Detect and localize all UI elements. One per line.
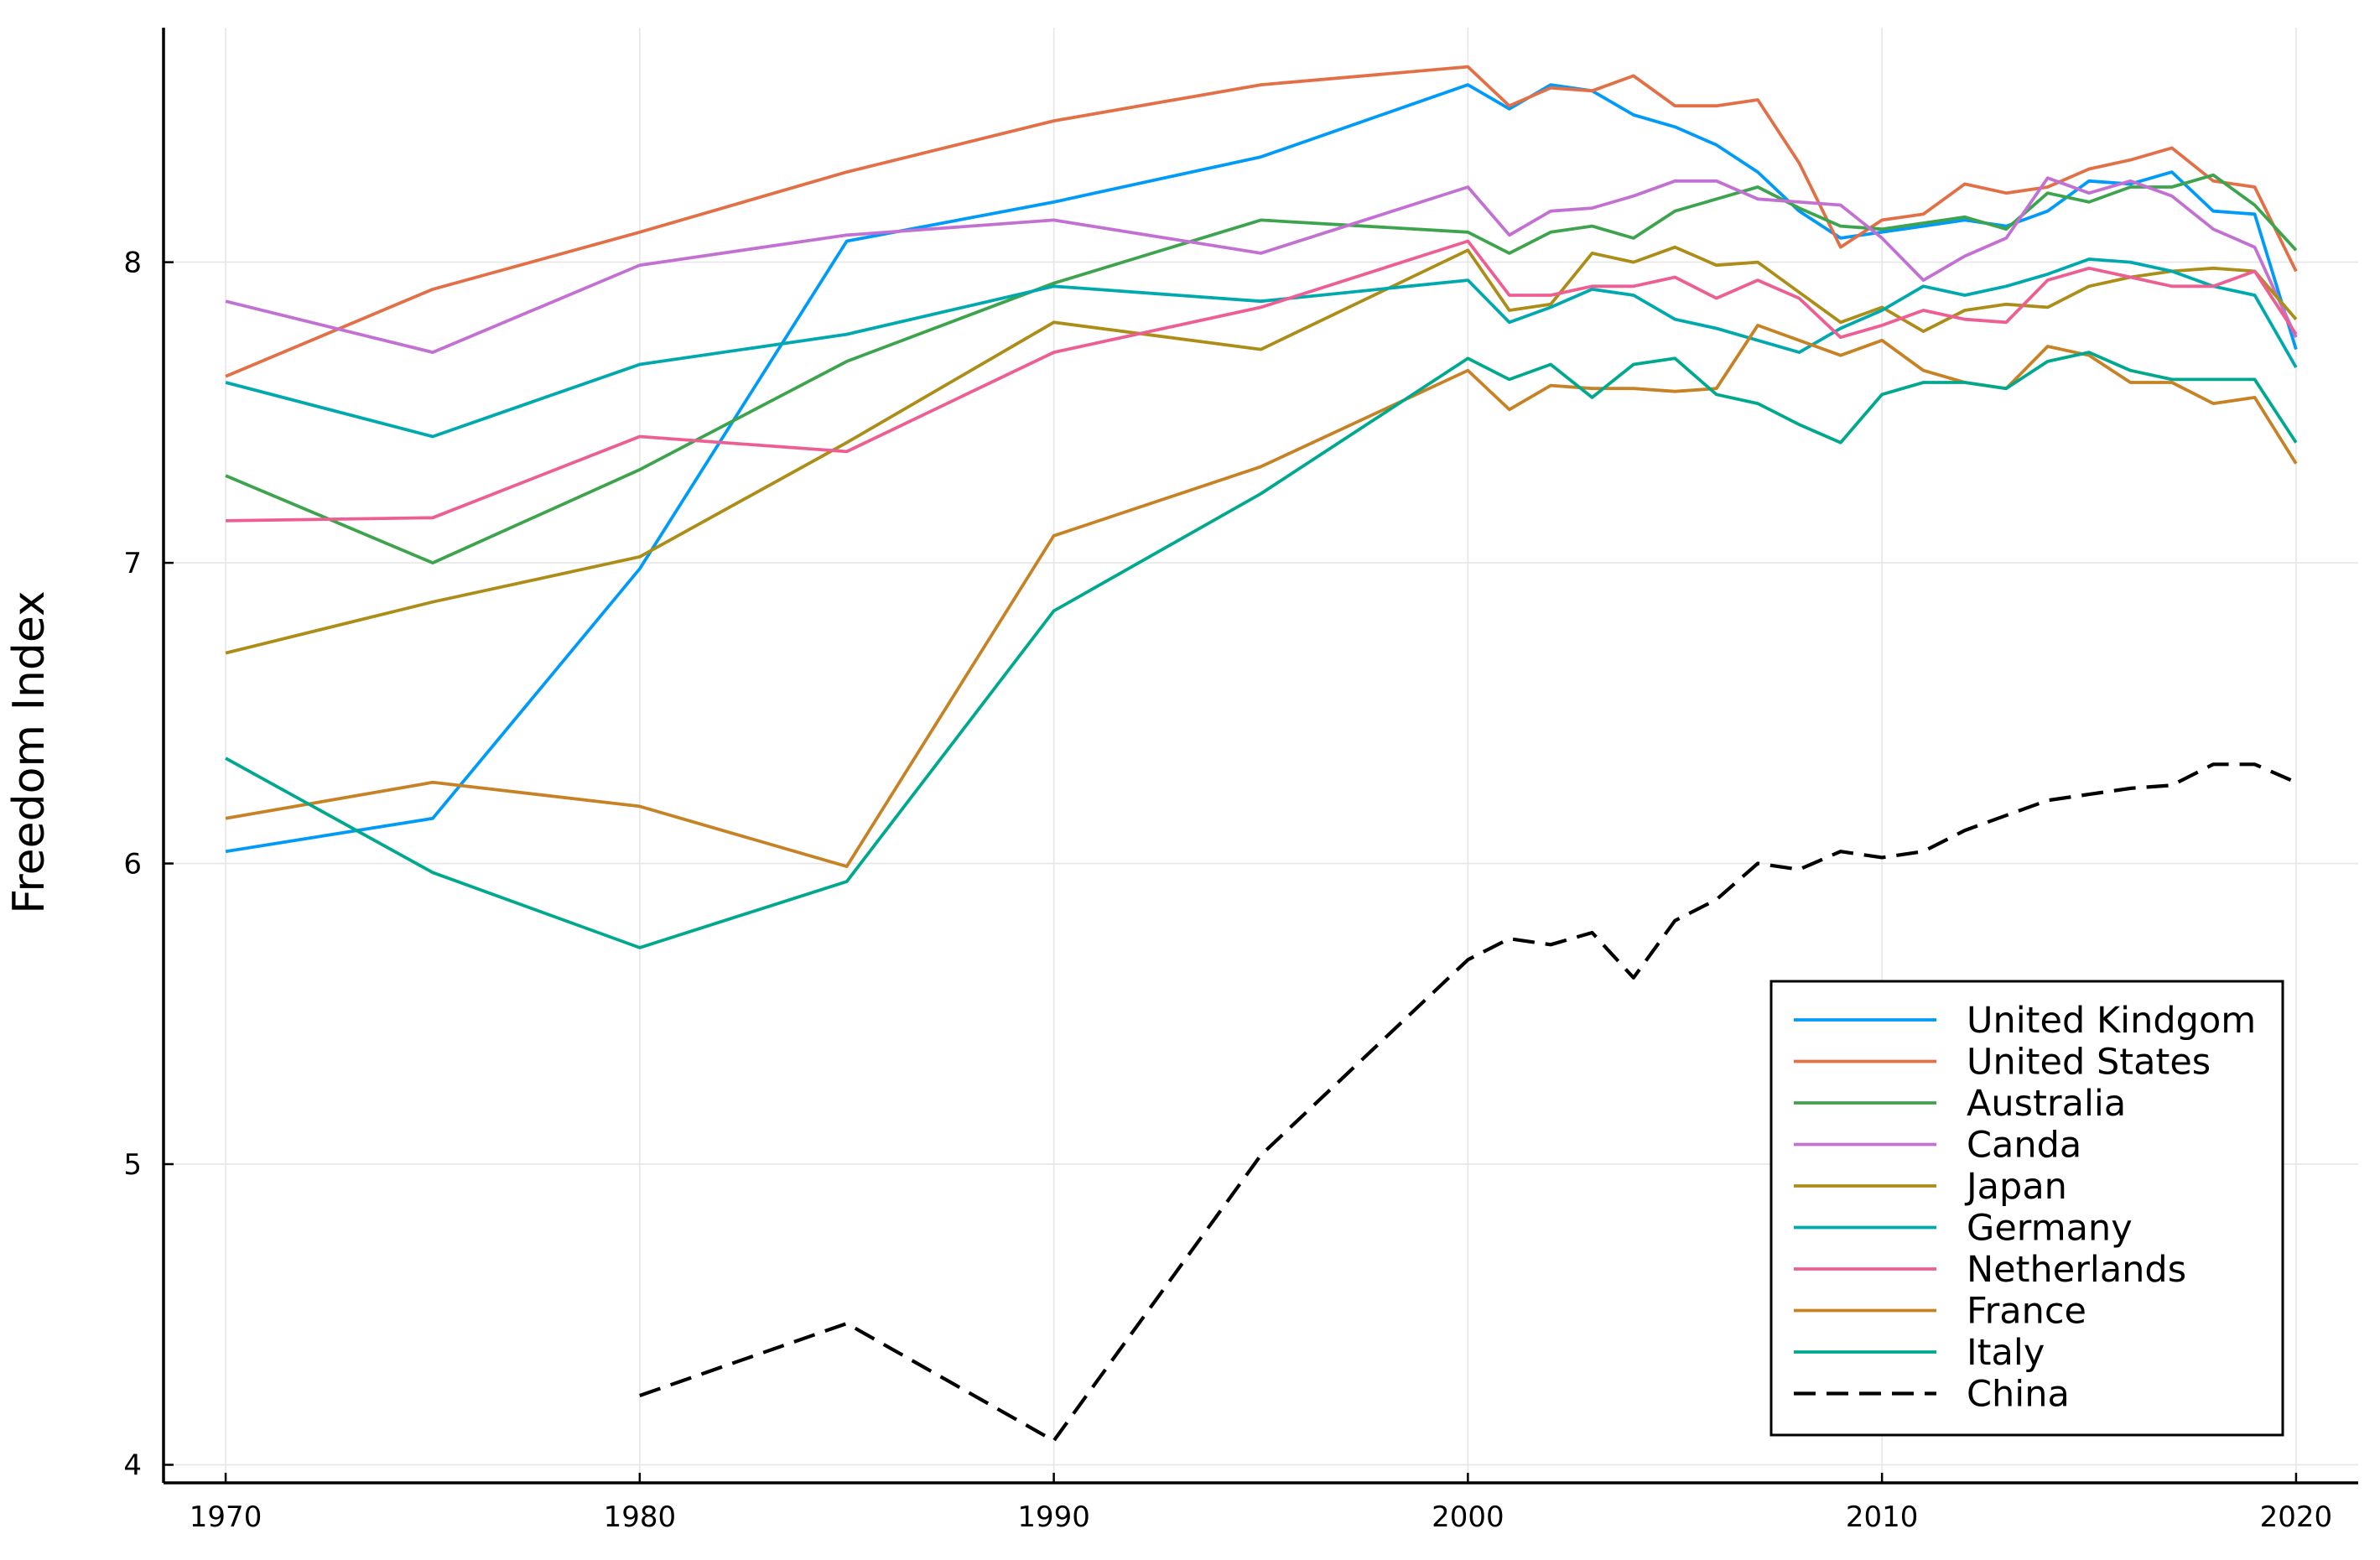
x-tick-label-1990: 1990 <box>1017 1500 1090 1534</box>
x-tick-label-1970: 1970 <box>190 1500 262 1534</box>
legend-box <box>1769 980 2284 1437</box>
series-line-australia <box>225 173 2298 564</box>
series-lines <box>225 65 2298 1443</box>
x-axis-ticks: 1970 1980 1990 2000 2010 2020 <box>190 1473 2332 1534</box>
series-line-netherlands <box>226 239 2298 523</box>
legend-label-canda: Canda <box>1967 1125 2081 1167</box>
y-tick-label-8: 8 <box>123 247 142 280</box>
series-line-united-states <box>225 65 2298 378</box>
series-line-china <box>639 762 2297 1443</box>
series-line-germany <box>225 257 2298 439</box>
x-tick-label-2010: 2010 <box>1846 1500 1919 1534</box>
axes <box>162 28 2358 1485</box>
x-tick-label-1980: 1980 <box>604 1500 677 1534</box>
legend-label-italy: Italy <box>1967 1332 2045 1374</box>
y-tick-label-6: 6 <box>123 848 142 881</box>
y-axis-ticks: 4 5 6 7 8 <box>123 247 174 1482</box>
x-tick-label-2020: 2020 <box>2260 1500 2333 1534</box>
y-axis-title: Freedom Index <box>4 590 55 914</box>
legend-label-united-kindgom: United Kindgom <box>1967 1000 2256 1042</box>
y-tick-label-5: 5 <box>123 1148 142 1182</box>
legend-label-australia: Australia <box>1967 1083 2126 1125</box>
legend-label-germany: Germany <box>1967 1208 2133 1250</box>
series-line-italy <box>225 351 2298 949</box>
legend-label-china: China <box>1967 1374 2070 1416</box>
legend-label-japan: Japan <box>1964 1166 2067 1208</box>
series-line-canda <box>225 176 2298 355</box>
y-tick-label-4: 4 <box>123 1448 142 1482</box>
x-tick-label-2000: 2000 <box>1432 1500 1504 1534</box>
y-tick-label-7: 7 <box>123 547 142 580</box>
legend-label-netherlands: Netherlands <box>1967 1249 2186 1291</box>
gridlines <box>164 28 2358 1483</box>
series-line-japan <box>225 245 2298 655</box>
legend-label-france: France <box>1967 1291 2086 1333</box>
series-line-united-kindgom <box>225 83 2298 854</box>
series-line-france <box>225 323 2298 868</box>
legend-label-united-states: United States <box>1967 1042 2211 1084</box>
